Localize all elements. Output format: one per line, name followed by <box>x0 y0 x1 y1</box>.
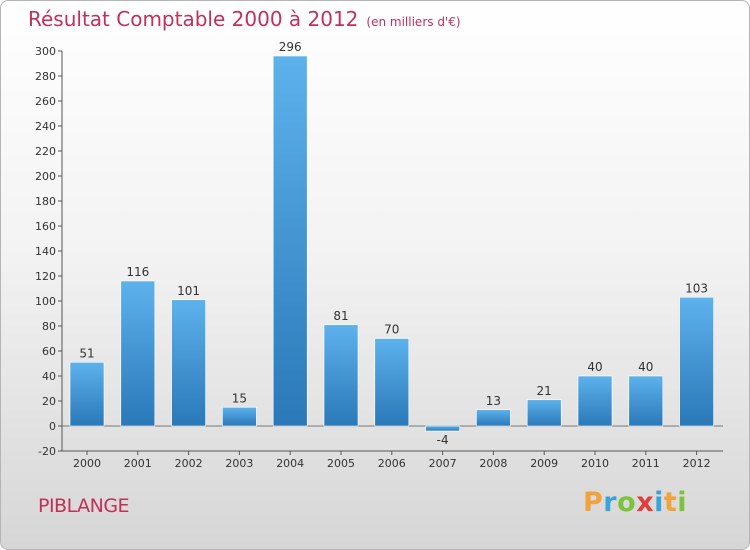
value-label-2012: 103 <box>685 281 708 295</box>
value-label-2010: 40 <box>587 360 602 374</box>
y-tick-label: -20 <box>38 445 56 458</box>
x-tick-label-2005: 2005 <box>327 457 355 470</box>
y-tick-label: 180 <box>35 195 56 208</box>
y-tick-label: 140 <box>35 245 56 258</box>
y-tick-label: 100 <box>35 295 56 308</box>
commune-name: PIBLANGE <box>38 495 130 517</box>
proxiti-logo: Proxiti <box>583 487 687 518</box>
chart-title: Résultat Comptable 2000 à 2012 (en millie… <box>28 7 461 31</box>
y-tick-label: 160 <box>35 220 56 233</box>
bar-2010 <box>577 375 613 427</box>
y-tick-label: 40 <box>42 370 56 383</box>
y-tick-label: 220 <box>35 145 56 158</box>
y-tick-label: 60 <box>42 345 56 358</box>
bar-2005 <box>323 324 359 427</box>
value-label-2005: 81 <box>333 309 348 323</box>
x-tick-label-2006: 2006 <box>378 457 406 470</box>
bar-2001 <box>120 280 156 427</box>
value-label-2004: 296 <box>279 40 302 54</box>
x-tick-label-2000: 2000 <box>73 457 101 470</box>
bar-2007 <box>425 425 460 432</box>
x-tick-label-2007: 2007 <box>429 457 457 470</box>
value-label-2000: 51 <box>79 346 94 360</box>
y-tick-label: 240 <box>35 120 56 133</box>
value-label-2011: 40 <box>638 360 653 374</box>
logo-letter: i <box>654 487 664 518</box>
value-label-2007: -4 <box>437 433 449 447</box>
bar-2006 <box>374 338 410 427</box>
y-tick-label: 280 <box>35 70 56 83</box>
x-tick-label-2011: 2011 <box>632 457 660 470</box>
logo-letter: i <box>677 487 688 518</box>
x-tick-label-2001: 2001 <box>124 457 152 470</box>
bar-2012 <box>679 296 714 427</box>
x-tick-label-2002: 2002 <box>175 457 203 470</box>
value-label-2003: 15 <box>232 391 247 405</box>
bar-2002 <box>171 299 206 427</box>
bar-2004 <box>272 55 308 427</box>
value-label-2009: 21 <box>537 384 552 398</box>
value-label-2001: 116 <box>126 265 149 279</box>
chart-title-text: Résultat Comptable 2000 à 2012 <box>28 7 359 31</box>
logo-letter: x <box>636 487 655 518</box>
logo-letter: P <box>583 487 604 518</box>
x-tick-label-2004: 2004 <box>276 457 304 470</box>
x-tick-label-2008: 2008 <box>479 457 507 470</box>
y-tick-label: 300 <box>35 45 56 58</box>
y-tick-label: 200 <box>35 170 56 183</box>
bar-2003 <box>222 406 257 427</box>
y-tick-label: 0 <box>49 420 56 433</box>
value-label-2002: 101 <box>177 284 200 298</box>
bar-2011 <box>628 375 664 427</box>
chart-subtitle: (en milliers d'€) <box>366 15 461 29</box>
value-label-2008: 13 <box>486 394 501 408</box>
x-tick-label-2003: 2003 <box>225 457 253 470</box>
x-tick-label-2012: 2012 <box>683 457 711 470</box>
y-tick-label: 20 <box>42 395 56 408</box>
y-tick-label: 80 <box>42 320 56 333</box>
bar-2009 <box>526 399 562 427</box>
y-tick-label: 120 <box>35 270 56 283</box>
value-label-2006: 70 <box>384 323 399 337</box>
logo-letter: r <box>603 487 618 518</box>
logo-letter: t <box>663 487 678 518</box>
x-tick-label-2010: 2010 <box>581 457 609 470</box>
logo-letter: o <box>617 487 637 518</box>
y-tick-label: 260 <box>35 95 56 108</box>
bar-2008 <box>476 409 511 427</box>
x-tick-label-2009: 2009 <box>530 457 558 470</box>
bar-2000 <box>69 361 105 427</box>
